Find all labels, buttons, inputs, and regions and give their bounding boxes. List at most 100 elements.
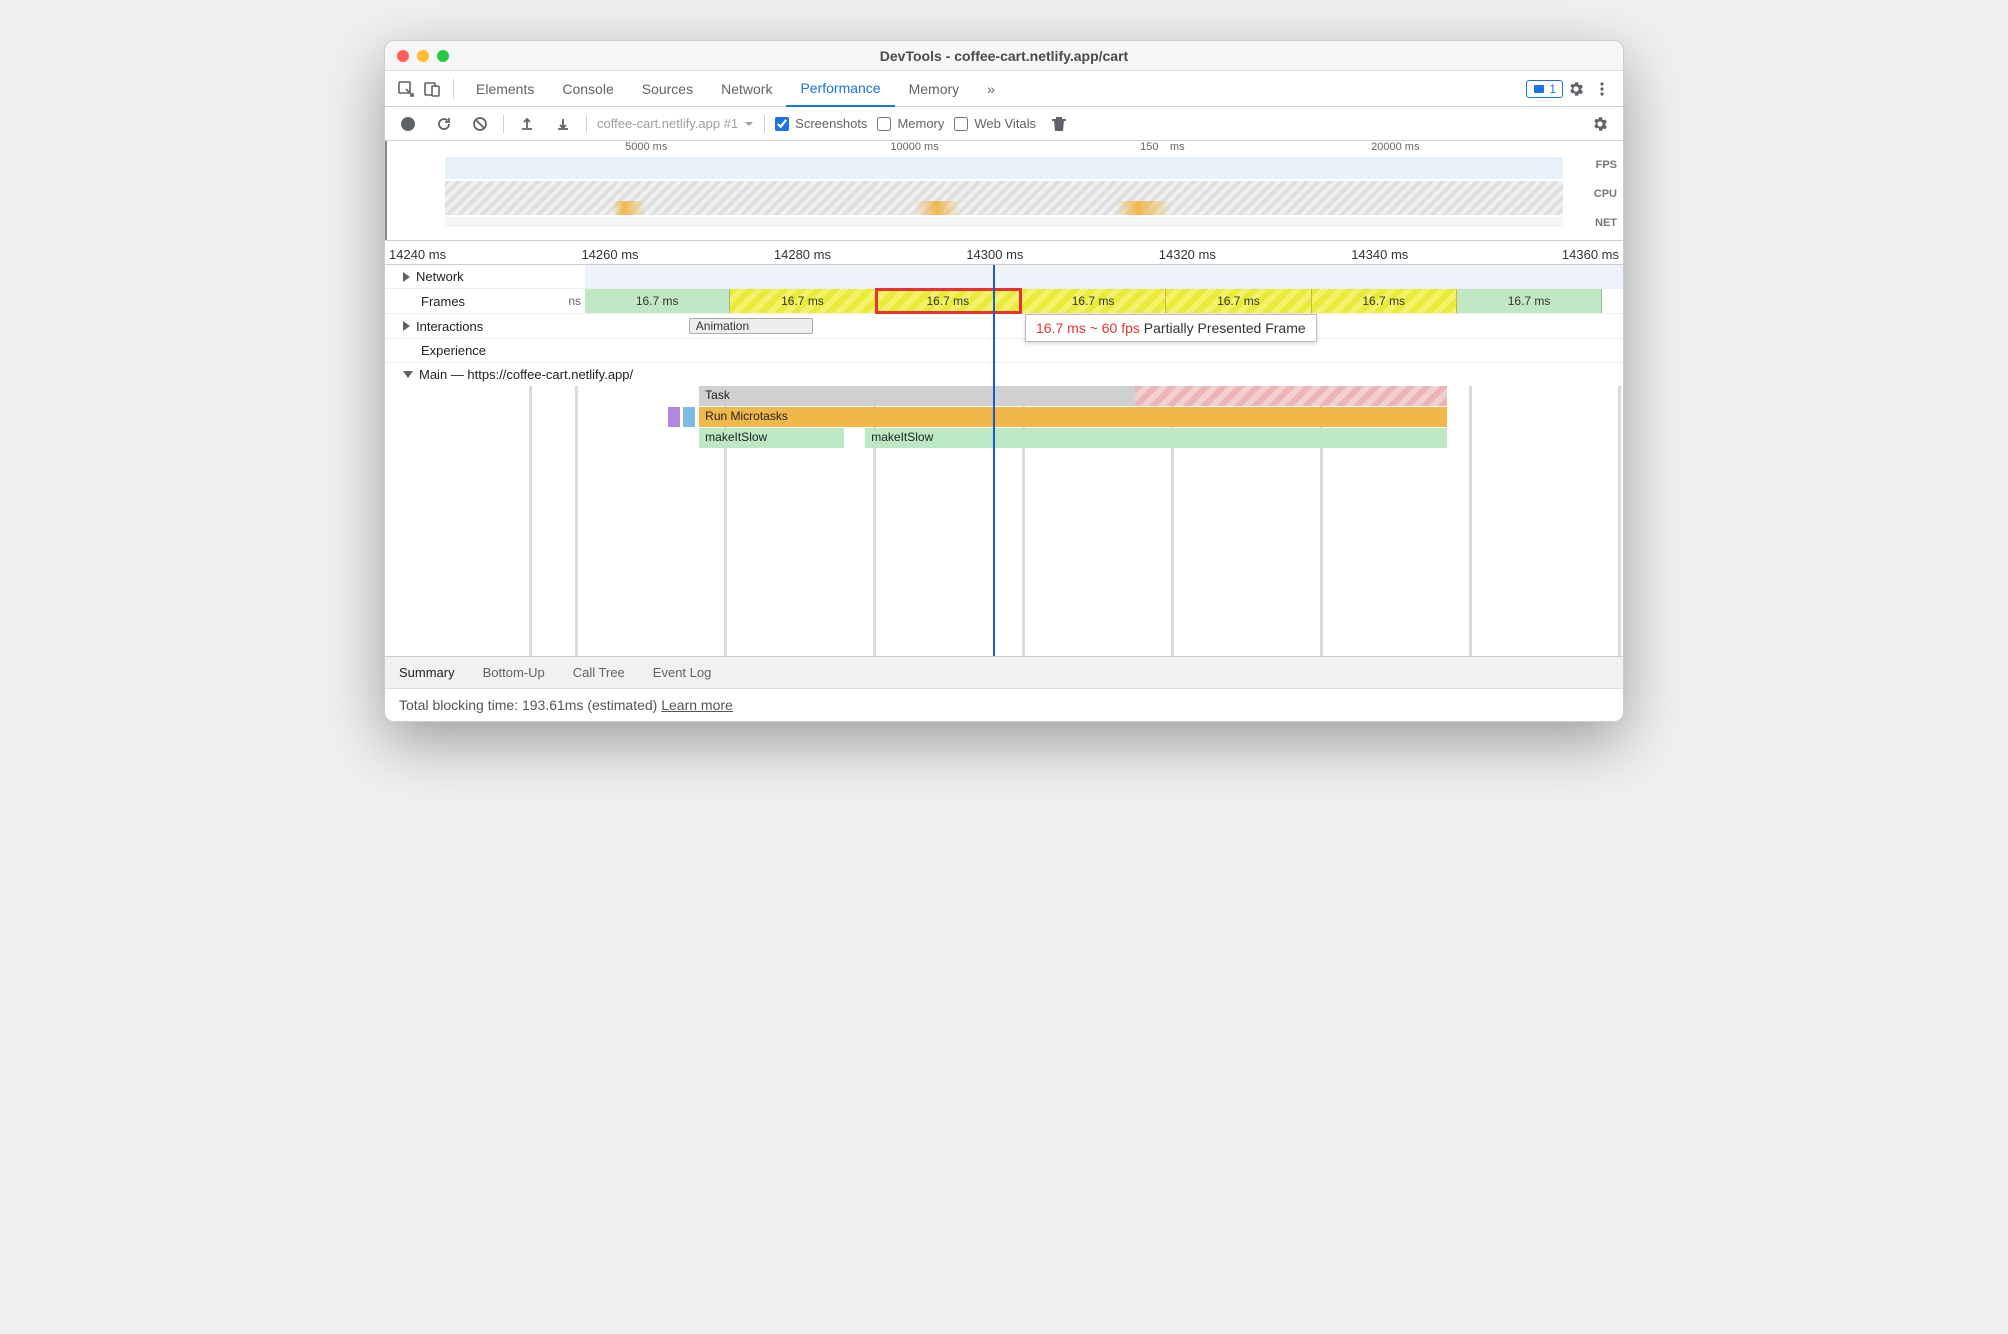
tab-elements[interactable]: Elements	[462, 71, 548, 107]
network-track-label[interactable]: Network	[385, 265, 585, 288]
main-tabs: Elements Console Sources Network Perform…	[385, 71, 1623, 107]
clear-button[interactable]	[467, 111, 493, 137]
animation-bar-label: Animation	[696, 319, 749, 333]
flame-bar[interactable]: makeItSlow	[865, 428, 1446, 448]
screenshots-label: Screenshots	[795, 116, 867, 131]
tab-memory[interactable]: Memory	[895, 71, 974, 107]
overview-net-lane	[445, 217, 1563, 227]
settings-icon[interactable]	[1563, 76, 1589, 102]
frames-track-label[interactable]: Frames ns	[385, 289, 585, 313]
frames-track-body[interactable]: 16.7 ms16.7 ms16.7 ms16.7 ms16.7 ms16.7 …	[585, 289, 1623, 313]
experience-label-text: Experience	[421, 343, 486, 358]
main-track-header[interactable]: Main — https://coffee-cart.netlify.app/	[385, 363, 1623, 386]
record-button[interactable]	[395, 111, 421, 137]
webvitals-label: Web Vitals	[974, 116, 1036, 131]
overview-timeline[interactable]: 5000 ms 10000 ms 150 ms 20000 ms FPS CPU…	[385, 141, 1623, 241]
lane-label-net: NET	[1594, 217, 1617, 229]
tab-console[interactable]: Console	[548, 71, 627, 107]
gc-button[interactable]	[1046, 111, 1072, 137]
tab-eventlog[interactable]: Event Log	[653, 665, 712, 680]
overview-selection[interactable]	[385, 141, 387, 240]
network-track-body[interactable]	[585, 265, 1623, 288]
device-toolbar-icon[interactable]	[419, 76, 445, 102]
detail-ruler[interactable]: 14240 ms 14260 ms 14280 ms 14300 ms 1432…	[385, 241, 1623, 265]
frame-cell[interactable]: 16.7 ms	[1312, 289, 1457, 313]
frame-cell[interactable]: 16.7 ms	[876, 289, 1021, 313]
interactions-label-text: Interactions	[416, 319, 483, 334]
webvitals-checkbox[interactable]: Web Vitals	[954, 116, 1036, 131]
ruler-tick: 14300 ms	[962, 247, 1154, 262]
maximize-window-button[interactable]	[437, 50, 449, 62]
flame-bar[interactable]: Run Microtasks	[699, 407, 1446, 427]
ruler-tick: 14360 ms	[1540, 247, 1623, 262]
perf-toolbar: coffee-cart.netlify.app #1 Screenshots M…	[385, 107, 1623, 141]
close-window-button[interactable]	[397, 50, 409, 62]
issues-badge[interactable]: 1	[1526, 80, 1563, 98]
frames-overflow: ns	[568, 294, 581, 308]
flame-row: Run Microtasks	[585, 407, 1623, 427]
network-label-text: Network	[416, 269, 464, 284]
screenshots-checkbox-input[interactable]	[775, 117, 789, 131]
frame-cell[interactable]: 16.7 ms	[1021, 289, 1166, 313]
detail-tabs: Summary Bottom-Up Call Tree Event Log	[385, 656, 1623, 688]
flame-bar[interactable]: Task	[699, 386, 1135, 406]
ov-tick: ms	[1170, 141, 1185, 153]
tab-bottomup[interactable]: Bottom-Up	[483, 665, 545, 680]
tabs-overflow[interactable]: »	[973, 71, 1009, 107]
flame-row: Task	[585, 386, 1623, 406]
capture-settings-icon[interactable]	[1587, 111, 1613, 137]
flame-rows[interactable]: TaskRun MicrotasksmakeItSlow makeItSlow	[585, 386, 1623, 449]
profile-selector-label: coffee-cart.netlify.app #1	[597, 116, 738, 131]
more-menu-icon[interactable]	[1589, 76, 1615, 102]
main-track-label[interactable]: Main — https://coffee-cart.netlify.app/	[385, 363, 637, 386]
flame-bar[interactable]	[668, 407, 680, 427]
frame-tooltip: 16.7 ms ~ 60 fps Partially Presented Fra…	[1025, 314, 1317, 342]
frame-cell[interactable]: 16.7 ms	[1166, 289, 1311, 313]
flame-bar[interactable]: makeItSlow	[699, 428, 844, 448]
memory-checkbox-input[interactable]	[877, 117, 891, 131]
frame-cell[interactable]: 16.7 ms	[585, 289, 730, 313]
inspect-element-icon[interactable]	[393, 76, 419, 102]
flame-bar[interactable]	[683, 407, 695, 427]
ruler-tick: 14280 ms	[770, 247, 962, 262]
tab-network[interactable]: Network	[707, 71, 786, 107]
profile-selector[interactable]: coffee-cart.netlify.app #1	[597, 116, 754, 131]
main-label-text: Main — https://coffee-cart.netlify.app/	[419, 367, 633, 382]
main-flamechart[interactable]: TaskRun MicrotasksmakeItSlow makeItSlow	[385, 386, 1623, 656]
frame-cell[interactable]: 16.7 ms	[730, 289, 875, 313]
experience-track-label[interactable]: Experience	[385, 339, 585, 362]
flamechart-area: Network Frames ns 16.7 ms16.7 ms16.7 ms1…	[385, 265, 1623, 656]
webvitals-checkbox-input[interactable]	[954, 117, 968, 131]
ruler-tick: 14260 ms	[577, 247, 769, 262]
frames-label-text: Frames	[421, 294, 465, 309]
overview-lane-labels: FPS CPU NET	[1594, 159, 1617, 229]
issues-count: 1	[1549, 82, 1556, 96]
tab-sources[interactable]: Sources	[628, 71, 707, 107]
frames-track[interactable]: Frames ns 16.7 ms16.7 ms16.7 ms16.7 ms16…	[385, 289, 1623, 314]
expand-icon[interactable]	[403, 272, 410, 282]
tab-calltree[interactable]: Call Tree	[573, 665, 625, 680]
memory-checkbox[interactable]: Memory	[877, 116, 944, 131]
expand-icon[interactable]	[403, 321, 410, 331]
collapse-icon[interactable]	[403, 371, 413, 378]
overview-fps-lane	[445, 157, 1563, 179]
interactions-track-label[interactable]: Interactions	[385, 314, 585, 338]
reload-record-button[interactable]	[431, 111, 457, 137]
learn-more-link[interactable]: Learn more	[661, 697, 733, 713]
tab-summary[interactable]: Summary	[399, 665, 455, 680]
screenshots-checkbox[interactable]: Screenshots	[775, 116, 867, 131]
minimize-window-button[interactable]	[417, 50, 429, 62]
experience-track-body[interactable]	[585, 339, 1623, 362]
animation-bar[interactable]: Animation	[689, 318, 814, 334]
interactions-track-body[interactable]: Animation 16.7 ms ~ 60 fps Partially Pre…	[585, 314, 1623, 338]
frame-cell[interactable]: 16.7 ms	[1457, 289, 1602, 313]
tab-performance[interactable]: Performance	[786, 71, 894, 107]
experience-track[interactable]: Experience	[385, 339, 1623, 363]
network-track[interactable]: Network	[385, 265, 1623, 289]
download-profile-button[interactable]	[550, 111, 576, 137]
ruler-tick: 14320 ms	[1155, 247, 1347, 262]
upload-profile-button[interactable]	[514, 111, 540, 137]
flame-bar[interactable]	[1135, 386, 1446, 406]
interactions-track[interactable]: Interactions Animation 16.7 ms ~ 60 fps …	[385, 314, 1623, 339]
status-bar: Total blocking time: 193.61ms (estimated…	[385, 688, 1623, 721]
